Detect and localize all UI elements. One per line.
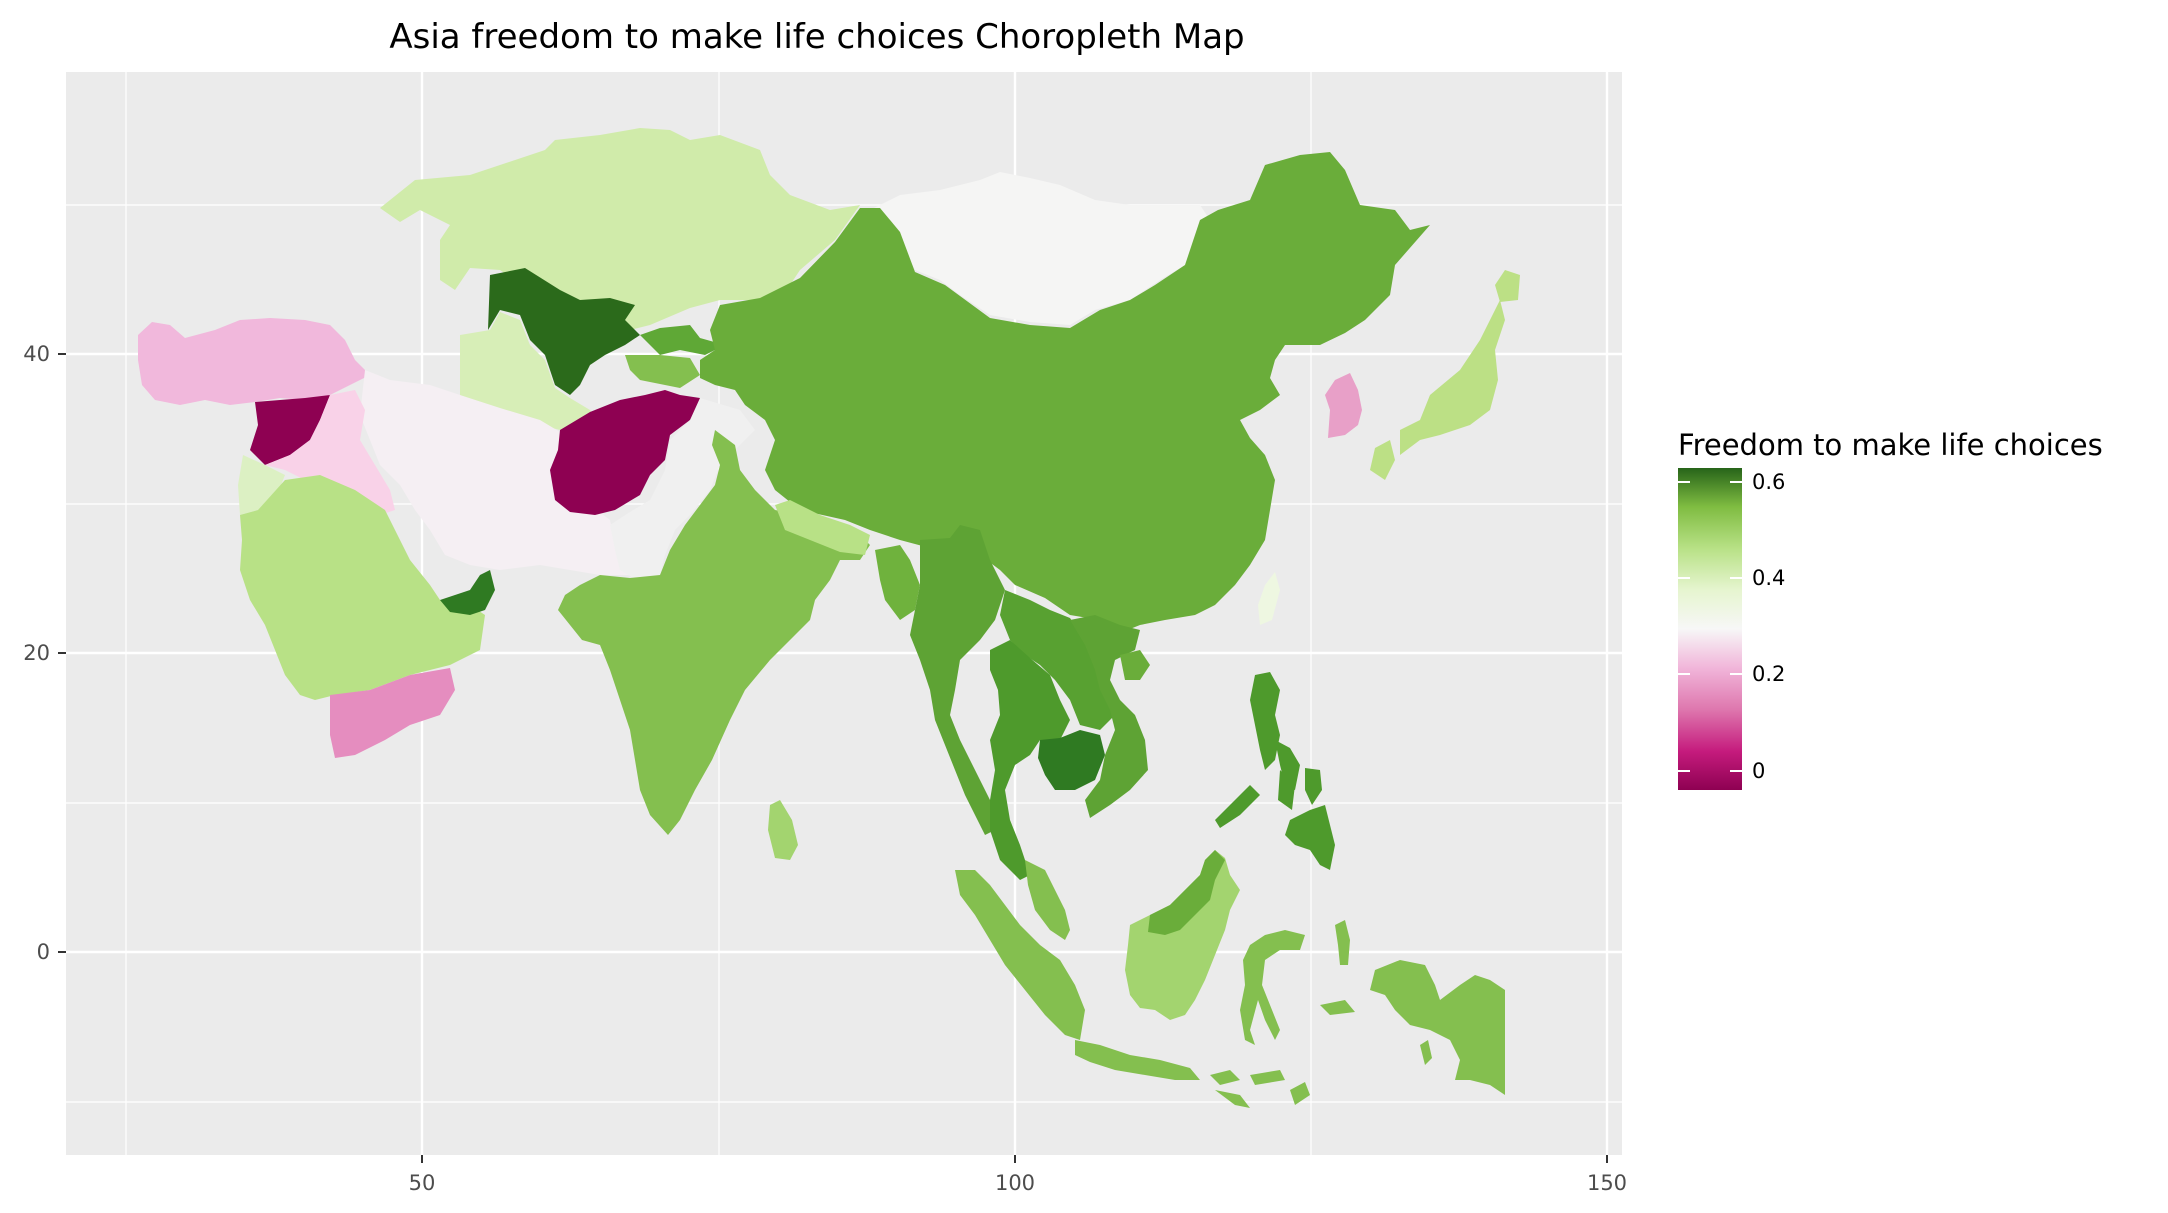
region-afghanistan xyxy=(550,390,705,515)
region-maluku xyxy=(1320,920,1432,1065)
region-uae xyxy=(440,570,495,615)
region-china xyxy=(700,152,1430,635)
region-mongolia xyxy=(870,172,1210,325)
region-bangladesh xyxy=(875,545,920,620)
region-korea xyxy=(1325,373,1362,438)
region-kyrgyzstan xyxy=(640,325,725,355)
region-myanmar xyxy=(910,525,1005,835)
region-turkey xyxy=(138,318,370,405)
region-lesser-sunda xyxy=(1210,1070,1310,1108)
region-new-guinea xyxy=(1370,960,1505,1095)
x-tick-label: 150 xyxy=(1587,1171,1627,1195)
region-laos xyxy=(1000,590,1115,730)
legend-tick-label: 0.6 xyxy=(1752,470,1785,494)
x-tick-label: 50 xyxy=(409,1171,436,1195)
region-turkmenistan xyxy=(460,312,600,430)
y-tick-label: 0 xyxy=(37,940,50,964)
country-layer xyxy=(138,128,1520,1108)
region-philippines xyxy=(1215,672,1335,870)
legend-tick-label: 0.2 xyxy=(1752,662,1785,686)
region-iran xyxy=(360,370,640,575)
region-sri-lanka xyxy=(768,800,798,860)
region-uzbekistan xyxy=(488,268,640,395)
legend-tick-marks xyxy=(1678,481,1742,772)
region-cambodia xyxy=(1038,730,1105,790)
region-tajikistan xyxy=(625,355,700,388)
region-yemen xyxy=(330,668,455,758)
x-tick-label: 100 xyxy=(995,1171,1035,1195)
region-sabah-sarawak xyxy=(1148,850,1225,935)
axes: 40 20 0 50 100 150 xyxy=(23,342,1627,1195)
y-tick-label: 20 xyxy=(23,641,50,665)
chart-title: Asia freedom to make life choices Chorop… xyxy=(389,17,1244,57)
region-iraq xyxy=(265,390,395,515)
region-sulawesi xyxy=(1240,930,1305,1045)
legend-colorbar xyxy=(1678,468,1742,790)
region-japan xyxy=(1370,270,1520,480)
region-sumatra xyxy=(955,870,1085,1040)
region-vietnam xyxy=(1070,615,1148,818)
legend: Freedom to make life choices 0.6 0.4 0.2… xyxy=(1678,428,2103,790)
region-saudi-arabia xyxy=(240,475,485,700)
legend-tick-label: 0.4 xyxy=(1752,566,1785,590)
region-nepal xyxy=(775,500,870,555)
region-taiwan xyxy=(1258,572,1280,625)
legend-tick-label: 0 xyxy=(1752,759,1765,783)
region-kazakhstan xyxy=(380,128,860,335)
region-hainan xyxy=(1120,650,1150,680)
region-peninsular-malaysia xyxy=(1025,860,1070,940)
region-java xyxy=(1075,1040,1200,1080)
region-syria xyxy=(250,395,330,465)
region-thailand xyxy=(990,640,1070,880)
y-axis: 40 20 0 xyxy=(23,342,66,964)
x-axis: 50 100 150 xyxy=(409,1155,1627,1195)
y-tick-label: 40 xyxy=(23,342,50,366)
legend-title: Freedom to make life choices xyxy=(1678,428,2103,462)
